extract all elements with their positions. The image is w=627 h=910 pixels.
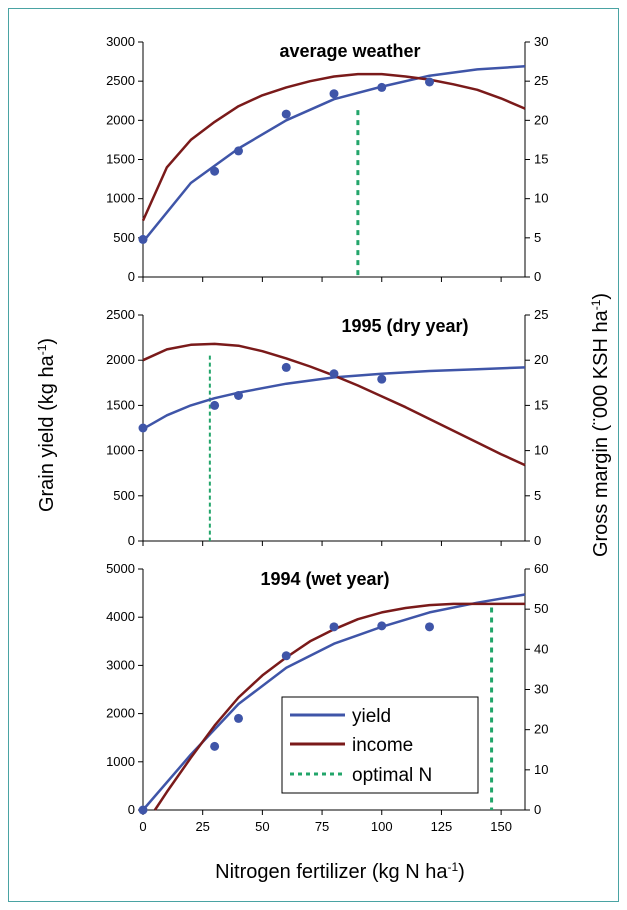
figure-frame — [8, 8, 619, 902]
y-tick-label: 0 — [128, 533, 135, 548]
panel-3-data-point — [329, 622, 339, 632]
panel-3-data-point — [210, 741, 220, 751]
legend-yield-label: yield — [352, 706, 391, 727]
y-tick-label: 2500 — [106, 307, 135, 322]
panel-1-title: average weather — [279, 41, 420, 61]
panel-2-data-point — [138, 423, 148, 433]
y-tick-label: 2000 — [106, 112, 135, 127]
y-tick-label: 0 — [128, 802, 135, 817]
x-tick-label: 0 — [139, 819, 146, 834]
panel-3: 0 1000 2000 3000 4000 5000 0 10 20 30 40 50 60 0 25 50 7… — [106, 561, 548, 834]
panel-1: 0 500 1000 1500 2000 2500 3000 0 5 10 15 20 25 30 aver… — [106, 34, 548, 284]
y-tick-label: 1000 — [106, 754, 135, 769]
x-axis-label: Nitrogen fertilizer (kg N ha-1) — [215, 860, 465, 883]
y-tick-label: 3000 — [106, 34, 135, 49]
panel-2: 0 500 1000 1500 2000 2500 0 5 10 15 20 25 1995 (dry … — [106, 307, 548, 548]
y-tick-label: 5000 — [106, 561, 135, 576]
panel-3-data-point — [234, 713, 243, 723]
y2-tick-label: 0 — [534, 269, 541, 284]
y2-tick-label: 20 — [534, 352, 548, 367]
y-tick-label: 2000 — [106, 706, 135, 721]
y-tick-label: 4000 — [106, 609, 135, 624]
y2-tick-label: 0 — [534, 533, 541, 548]
panel-2-yield-line — [142, 366, 526, 430]
legend: yield income optimal N — [281, 696, 479, 794]
panel-2-data-point — [329, 369, 339, 379]
panel-2-data-point — [210, 400, 220, 410]
x-tick-label: 100 — [371, 819, 393, 834]
y2-tick-label: 15 — [534, 397, 548, 412]
y-tick-label: 3000 — [106, 657, 135, 672]
y2-tick-label: 10 — [534, 762, 548, 777]
y-tick-label: 500 — [113, 230, 135, 245]
panel-3-data-point — [281, 651, 291, 661]
y2-tick-label: 5 — [534, 488, 541, 503]
panel-2-data-point — [281, 362, 291, 372]
panel-2-data-point — [377, 374, 387, 384]
y2-tick-label: 20 — [534, 722, 548, 737]
y2-tick-label: 15 — [534, 152, 548, 167]
panel-3-title: 1994 (wet year) — [260, 569, 389, 589]
panel-1-data-point — [377, 82, 387, 92]
legend-income-label: income — [352, 735, 413, 756]
y2-tick-label: 5 — [534, 230, 541, 245]
panel-1-data-point — [210, 166, 220, 176]
y-tick-label: 1000 — [106, 443, 135, 458]
x-tick-label: 50 — [255, 819, 269, 834]
legend-optimal-label: optimal N — [352, 765, 432, 786]
y-axis-left-label: Grain yield (kg ha-1) — [35, 338, 58, 512]
y2-tick-label: 10 — [534, 443, 548, 458]
y2-tick-label: 0 — [534, 802, 541, 817]
panel-3-data-point — [138, 805, 148, 815]
x-tick-label: 125 — [431, 819, 453, 834]
panel-3-data-point — [377, 621, 387, 631]
y2-tick-label: 20 — [534, 112, 548, 127]
y-tick-label: 1500 — [106, 397, 135, 412]
panel-1-data-point — [138, 234, 148, 244]
panel-1-data-point — [281, 109, 291, 119]
y2-tick-label: 60 — [534, 561, 548, 576]
y2-tick-label: 25 — [534, 307, 548, 322]
y-tick-label: 500 — [113, 488, 135, 503]
y2-tick-label: 25 — [534, 73, 548, 88]
panel-1-data-point — [234, 146, 243, 156]
y-tick-label: 0 — [128, 269, 135, 284]
y2-tick-label: 10 — [534, 191, 548, 206]
panel-3-data-point — [425, 622, 434, 632]
y-tick-label: 2000 — [106, 352, 135, 367]
x-tick-label: 75 — [315, 819, 329, 834]
panel-1-yield-line — [142, 65, 526, 243]
y2-tick-label: 50 — [534, 601, 548, 616]
y2-tick-label: 30 — [534, 682, 548, 697]
panel-1-data-point — [329, 89, 339, 99]
x-tick-label: 150 — [490, 819, 512, 834]
panel-1-data-point — [425, 77, 434, 87]
panel-2-income-line — [142, 342, 526, 467]
panel-2-data-point — [234, 390, 243, 400]
y2-tick-label: 40 — [534, 641, 548, 656]
panel-2-title: 1995 (dry year) — [341, 316, 468, 336]
y-tick-label: 1000 — [106, 191, 135, 206]
x-tick-label: 25 — [195, 819, 209, 834]
y2-tick-label: 30 — [534, 34, 548, 49]
y-tick-label: 2500 — [106, 73, 135, 88]
y-tick-label: 1500 — [106, 152, 135, 167]
panel-1-income-line — [141, 72, 526, 222]
y-axis-right-label: Gross margin (¨000 KSH ha-1) — [589, 293, 612, 557]
